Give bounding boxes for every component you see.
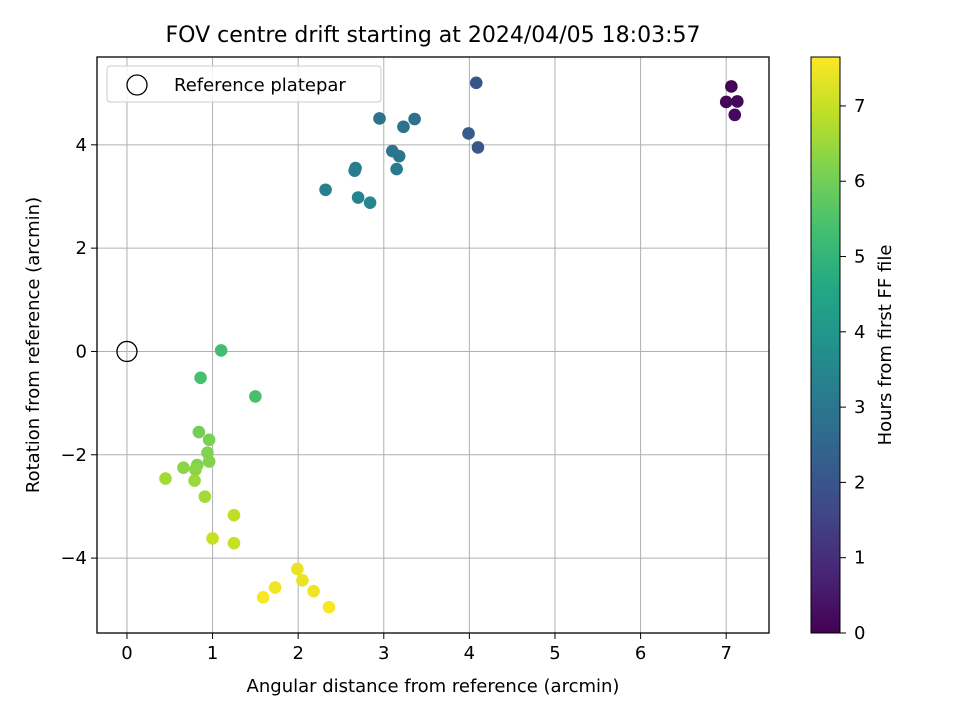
- y-tick-label: 4: [76, 135, 87, 156]
- y-axis-label: Rotation from reference (arcmin): [23, 197, 44, 493]
- data-point: [249, 390, 262, 403]
- y-axis-ticks: −4 −2 0 2 4: [60, 135, 97, 569]
- data-point: [227, 536, 241, 550]
- x-tick-label: 7: [720, 643, 731, 664]
- colorbar: 0 1 2 3 4 5 6 7 Hours from first FF file: [810, 56, 896, 644]
- data-point: [202, 433, 216, 447]
- plot-frame: [96, 56, 770, 634]
- data-point: [397, 120, 410, 134]
- data-point: [392, 149, 406, 163]
- data-point: [719, 95, 733, 109]
- data-point: [363, 196, 377, 209]
- colorbar-tick-label: 3: [854, 397, 865, 418]
- data-point: [192, 425, 206, 439]
- y-tick-label: −2: [60, 445, 87, 466]
- data-points: [159, 76, 744, 614]
- grid: [97, 57, 769, 633]
- data-point: [177, 461, 190, 474]
- data-point: [188, 474, 201, 487]
- x-tick-label: 0: [121, 643, 132, 664]
- data-point: [322, 600, 336, 614]
- data-point: [307, 584, 320, 598]
- chart-title: FOV centre drift starting at 2024/04/05 …: [166, 23, 701, 48]
- x-axis-ticks: 0 1 2 3 4 5 6 7: [121, 633, 732, 664]
- y-tick-label: 0: [76, 341, 87, 362]
- data-point: [159, 472, 172, 485]
- data-point: [471, 141, 485, 154]
- legend-box: [106, 65, 382, 103]
- colorbar-tick-label: 1: [854, 548, 865, 569]
- data-point: [390, 162, 403, 176]
- data-point: [351, 191, 365, 204]
- data-point: [348, 164, 361, 177]
- data-point: [296, 574, 309, 587]
- data-point: [728, 108, 742, 122]
- data-point: [725, 80, 738, 93]
- x-axis-label: Angular distance from reference (arcmin): [247, 676, 620, 697]
- data-point: [202, 455, 216, 468]
- data-point: [268, 581, 282, 594]
- data-point: [214, 344, 228, 357]
- y-tick-label: −4: [60, 548, 87, 569]
- data-point: [462, 127, 475, 140]
- y-tick-label: 2: [76, 238, 87, 259]
- data-point: [408, 112, 421, 126]
- colorbar-tick-label: 0: [854, 623, 865, 644]
- colorbar-tick-label: 2: [854, 472, 865, 493]
- x-tick-label: 1: [207, 643, 218, 664]
- legend: Reference platepar: [106, 65, 382, 103]
- legend-marker-reference: [126, 74, 148, 96]
- x-tick-label: 6: [635, 643, 646, 664]
- reference-platepar-marker: [116, 340, 138, 363]
- data-point: [189, 463, 202, 477]
- x-tick-label: 5: [549, 643, 560, 664]
- data-point: [469, 76, 483, 90]
- colorbar-tick-label: 7: [854, 96, 865, 117]
- data-point: [319, 183, 332, 197]
- data-point: [227, 508, 241, 522]
- colorbar-tick-label: 4: [854, 322, 865, 343]
- colorbar-tick-label: 6: [854, 171, 865, 192]
- data-point: [291, 562, 304, 576]
- x-tick-label: 2: [292, 643, 303, 664]
- reference-layer: [116, 340, 138, 363]
- x-tick-label: 3: [378, 643, 389, 664]
- colorbar-label: Hours from first FF file: [875, 245, 896, 446]
- data-point: [194, 371, 207, 385]
- colorbar-ticks: 0 1 2 3 4 5 6 7: [840, 96, 865, 644]
- data-point: [206, 532, 219, 545]
- data-point: [373, 112, 386, 125]
- data-point: [731, 95, 744, 108]
- data-point: [198, 490, 212, 503]
- data-point: [256, 591, 270, 604]
- colorbar-tick-label: 5: [854, 247, 865, 268]
- x-tick-label: 4: [464, 643, 475, 664]
- legend-label-reference: Reference platepar: [174, 75, 346, 96]
- colorbar-gradient: [810, 56, 841, 634]
